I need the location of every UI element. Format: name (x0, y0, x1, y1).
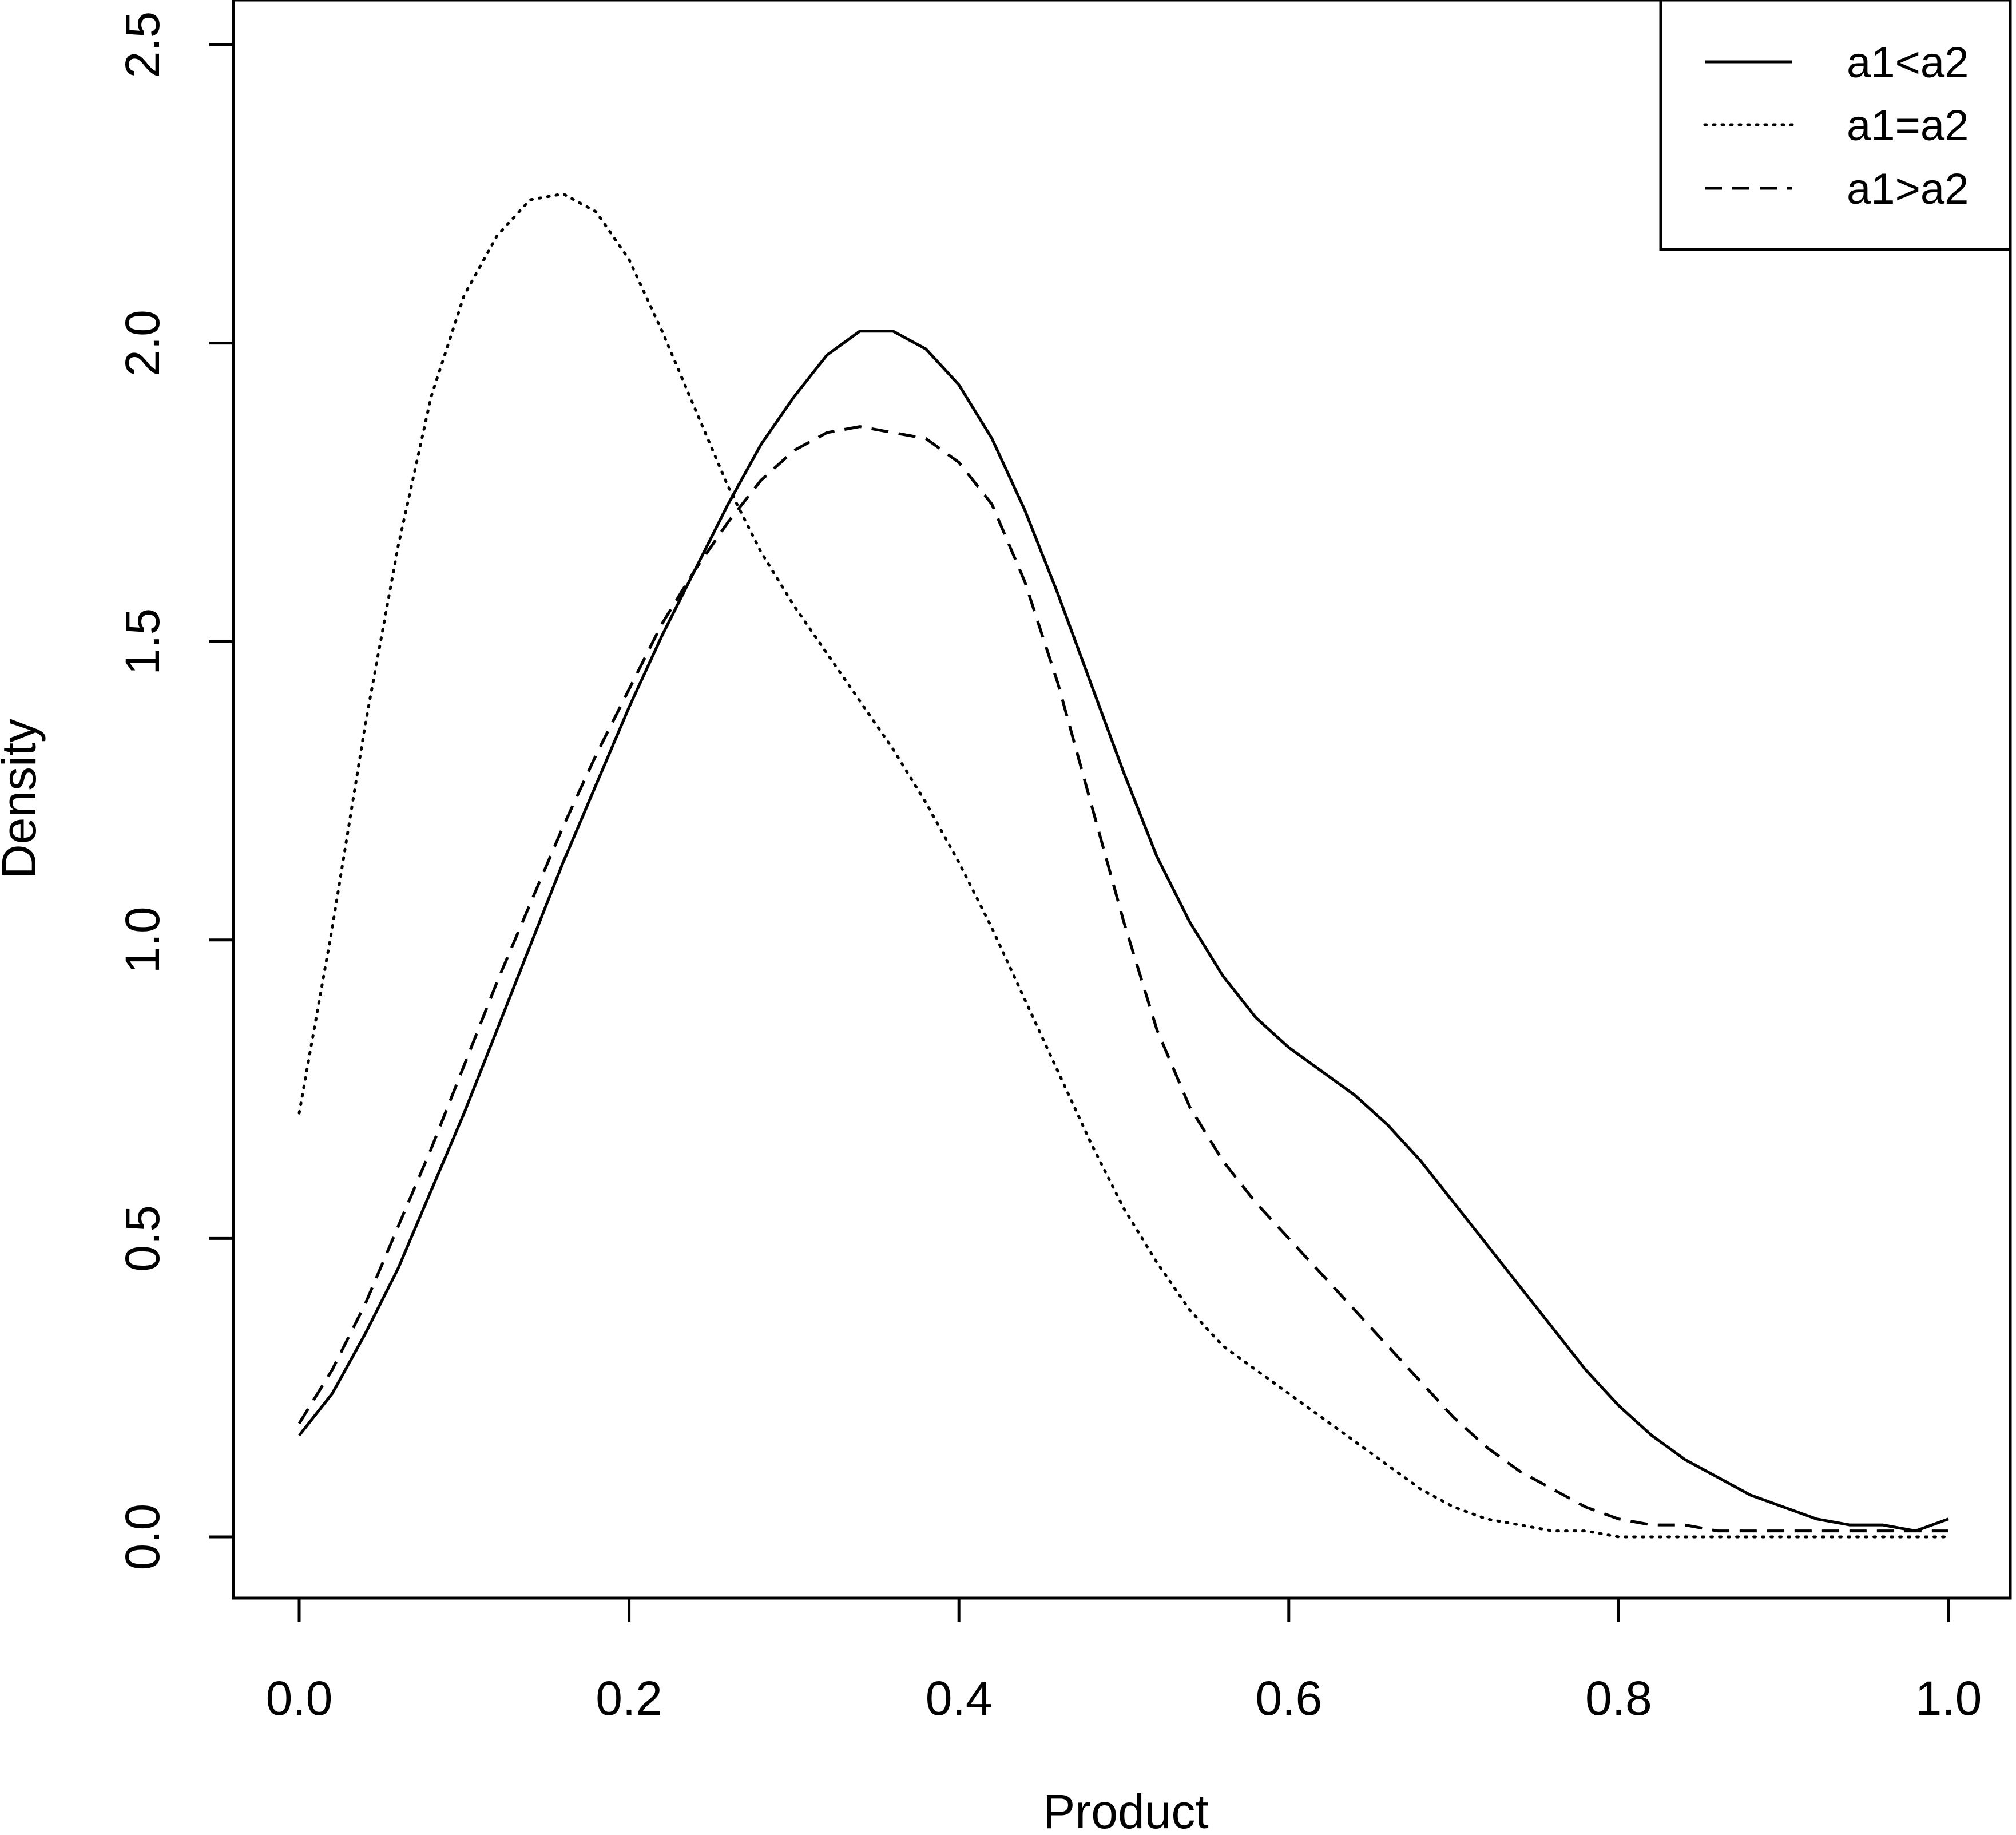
legend-label-a1-gt-a2: a1>a2 (1847, 165, 1969, 213)
x-tick-label: 0.2 (596, 1671, 662, 1725)
series-line-dashed (297, 425, 1948, 1533)
y-axis-title: Density (0, 719, 46, 879)
x-axis-title: Product (1043, 1785, 1209, 1832)
x-tick-label: 1.0 (1915, 1671, 1982, 1725)
y-tick-label: 1.5 (116, 608, 169, 675)
y-axis: 0.0 0.5 1.0 1.5 2.0 2.5 (116, 11, 235, 1571)
y-tick-label: 0.5 (116, 1205, 169, 1272)
series-line-solid (298, 330, 1949, 1533)
legend-box (1659, 0, 2012, 251)
y-tick-label: 2.5 (116, 11, 169, 78)
series-line-dotted (297, 192, 1950, 1539)
x-axis: 0.0 0.2 0.4 0.6 0.8 1.0 (266, 1596, 1982, 1725)
y-tick-label: 0.0 (116, 1504, 169, 1571)
legend-label-a1-eq-a2: a1=a2 (1847, 101, 1969, 150)
x-tick-label: 0.6 (1255, 1671, 1322, 1725)
legend-label-a1-lt-a2: a1<a2 (1847, 38, 1969, 87)
y-tick-label: 2.0 (116, 310, 169, 376)
x-tick-label: 0.4 (926, 1671, 993, 1725)
x-tick-label: 0.8 (1585, 1671, 1652, 1725)
y-tick-label: 1.0 (116, 906, 169, 973)
series-layer (297, 192, 1950, 1539)
x-tick-label: 0.0 (266, 1671, 333, 1725)
legend: a1<a2 a1=a2 a1>a2 (1659, 0, 2012, 251)
